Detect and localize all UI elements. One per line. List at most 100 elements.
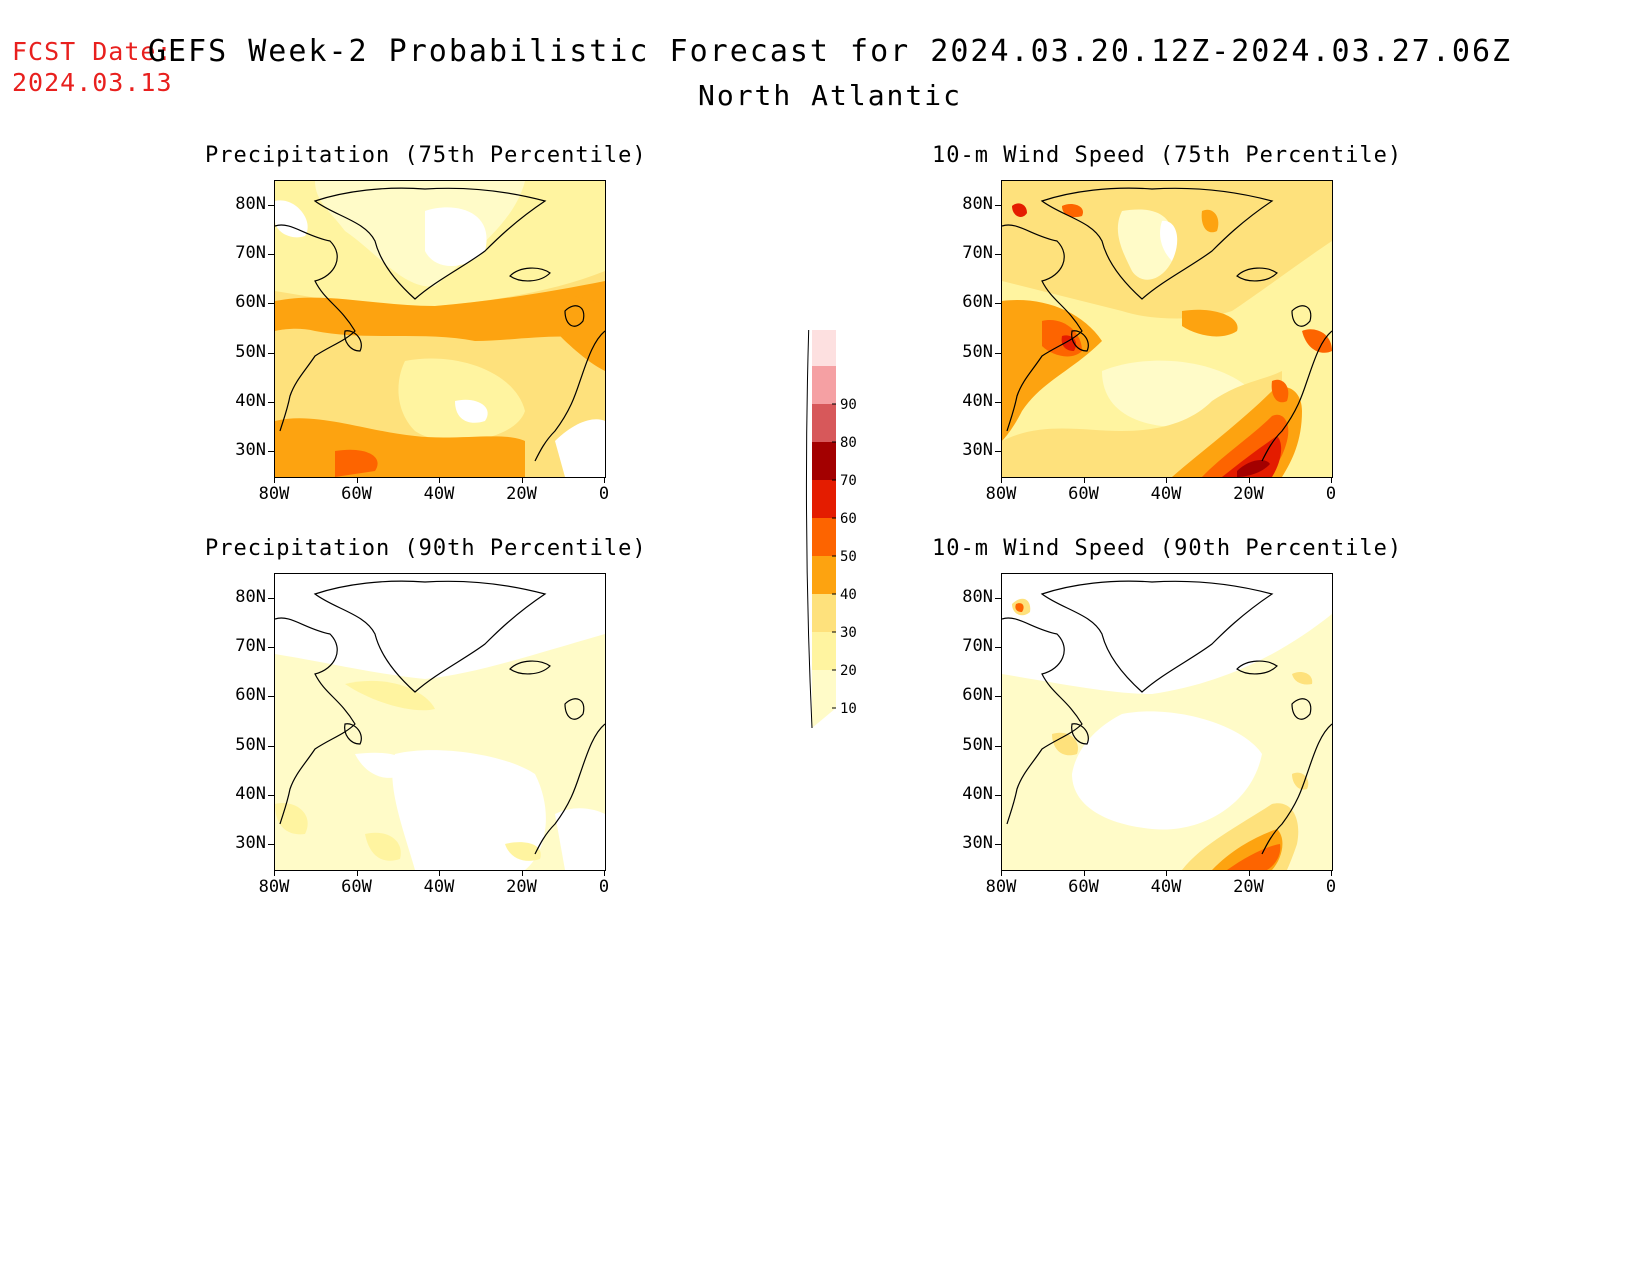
lon-tick-label: 40W [1150,484,1182,504]
lat-tick-label: 70N [235,243,266,263]
colorbar-end-low [812,670,836,728]
lon-tick [439,477,440,483]
colorbar-segment [812,556,836,594]
colorbar-label: 50 [840,549,857,565]
lat-tick-label: 50N [235,341,266,362]
lat-tick [268,844,274,846]
panel-title: Precipitation (75th Percentile) [205,143,647,168]
map-field [275,181,605,477]
panel-precip-75: Precipitation (75th Percentile) [205,143,647,523]
map-area [274,180,606,478]
panel-precip-90: Precipitation (90th Percentile) 80N 70N 60… [205,536,646,916]
lat-tick [268,352,274,354]
lon-tick-label: 80W [258,484,290,504]
panel-wind-75: 10-m Wind Speed (75th Percentile) [932,143,1403,523]
lon-tick-label: 60W [341,484,372,504]
lon-tick [356,870,358,876]
forecast-date-value: 2024.03.13 [12,68,173,97]
lat-tick [268,303,274,305]
colorbar-end-high [810,290,836,366]
lon-tick [1331,477,1332,483]
lat-tick [995,844,1001,846]
lon-tick [1001,477,1002,483]
lon-tick [274,870,275,876]
lat-tick-label: 40N [235,784,266,804]
colorbar-label: 60 [840,511,857,527]
lon-tick-label: 60W [1068,484,1099,504]
lat-tick-label: 80N [962,586,993,607]
colorbar-label: 70 [840,473,857,489]
region-title: North Atlantic [697,79,962,112]
map-area [1001,180,1333,478]
lon-tick-label: 0 [598,877,610,897]
lat-tick-label: 60N [235,685,266,706]
lon-tick-label: 40W [1150,877,1182,897]
lat-tick-label: 40N [962,784,993,804]
lon-tick [604,870,605,876]
panel-title: 10-m Wind Speed (90th Percentile) [932,536,1403,561]
lat-tick [995,303,1001,305]
lon-tick [1001,870,1002,876]
lat-tick-label: 50N [962,341,993,362]
lon-tick [1248,870,1250,876]
lon-tick [274,477,275,483]
lon-tick [1083,477,1085,483]
lon-tick-label: 0 [1325,877,1337,897]
colorbar-svg: 10 20 30 40 50 60 70 80 90 [805,289,857,729]
lat-tick [268,696,274,698]
lat-tick-label: 60N [235,292,266,313]
lat-tick [268,647,274,648]
lat-tick [995,451,1001,453]
panel-title: 10-m Wind Speed (75th Percentile) [932,143,1403,168]
lon-tick [1331,870,1332,876]
lon-tick [604,477,605,483]
lat-tick [268,795,274,796]
colorbar-segment [812,442,836,480]
lat-tick-label: 80N [962,193,993,214]
lat-tick [995,204,1001,206]
lat-tick-label: 70N [962,636,993,656]
lat-tick [995,254,1001,255]
colorbar-segment [812,404,836,442]
colorbar-label: 80 [840,435,857,451]
colorbar-segment [812,366,836,404]
lat-tick-label: 70N [962,243,993,263]
lon-tick [356,477,358,483]
lat-tick-label: 40N [235,391,266,411]
lon-tick-label: 0 [598,484,610,504]
colorbar-label: 30 [840,625,857,641]
panel-wind-90: 10-m Wind Speed (90th Percentile) 80N 70 [932,536,1403,916]
colorbar-segment [812,632,836,670]
lat-tick [995,745,1001,747]
lat-tick [995,352,1001,354]
colorbar: 10 20 30 40 50 60 70 80 90 [800,289,920,750]
colorbar-label: 20 [840,663,857,679]
map-area [1001,573,1333,871]
colorbar-label: 10 [840,701,857,717]
lon-tick [1083,870,1085,876]
colorbar-segment [812,518,836,556]
lat-tick-label: 30N [235,833,266,854]
main-title: GEFS Week-2 Probabilistic Forecast for 2… [147,34,1513,69]
lon-tick-label: 0 [1325,484,1337,504]
lat-tick-label: 80N [235,586,266,607]
lat-tick [268,254,274,255]
lat-tick-label: 70N [235,636,266,656]
map-field [275,574,605,870]
lat-tick [268,451,274,453]
lat-tick-label: 30N [962,833,993,854]
lon-tick [439,870,440,876]
lon-tick-label: 60W [341,877,372,897]
lat-tick [995,647,1001,648]
colorbar-label: 40 [840,587,857,603]
lat-tick-label: 30N [962,440,993,461]
lat-tick [268,402,274,403]
forecast-date-block: FCST Date: 2024.03.13 [12,36,173,98]
lon-tick-label: 80W [985,484,1017,504]
lat-tick [995,696,1001,698]
lon-tick-label: 40W [423,484,455,504]
lon-tick [1166,870,1167,876]
lat-tick [268,204,274,206]
colorbar-label: 90 [840,397,857,413]
lat-tick-label: 60N [962,292,993,313]
